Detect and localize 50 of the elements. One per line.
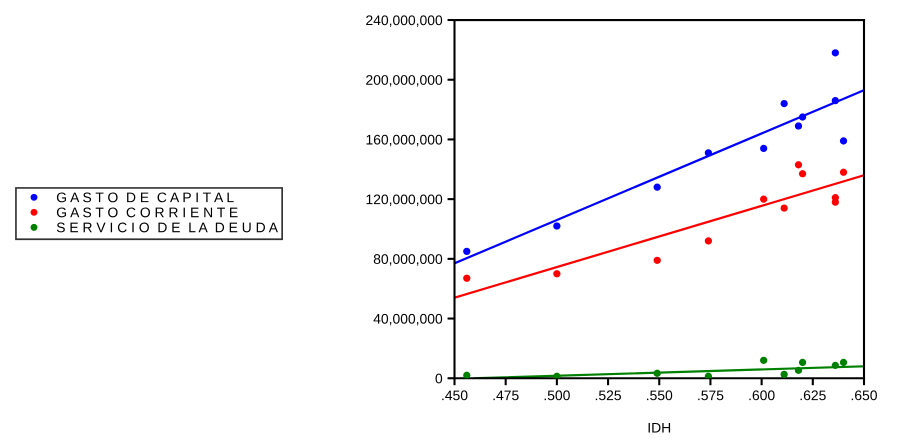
point bbox=[780, 100, 788, 108]
legend-label: S E R V I C I O D E L A D E U D A bbox=[56, 222, 278, 232]
x-tick-label: .450 bbox=[442, 390, 468, 400]
legend-label: G A S T O D E C A P I T A L bbox=[56, 192, 234, 202]
point bbox=[798, 113, 806, 121]
point bbox=[553, 222, 561, 230]
point bbox=[798, 170, 806, 178]
point bbox=[463, 372, 470, 378]
point bbox=[553, 270, 561, 278]
point bbox=[760, 144, 768, 152]
x-tick-label: .550 bbox=[647, 390, 672, 400]
point bbox=[840, 358, 848, 366]
y-tick-label: 120,000,000 bbox=[366, 194, 442, 206]
y-tick-label: 160,000,000 bbox=[366, 134, 442, 146]
point bbox=[654, 370, 661, 377]
point bbox=[654, 256, 661, 264]
point bbox=[704, 237, 712, 245]
y-tick-label: 40,000,000 bbox=[374, 314, 442, 326]
point bbox=[760, 356, 768, 364]
point bbox=[840, 137, 848, 145]
x-tick-label: .625 bbox=[800, 390, 826, 400]
y-tick-label: 80,000,000 bbox=[374, 254, 442, 266]
x-tick-label: .575 bbox=[698, 390, 724, 400]
y-tick-label: 200,000,000 bbox=[366, 75, 442, 87]
point bbox=[832, 49, 839, 57]
legend-label: G A S T O C O R R I E N T E bbox=[56, 207, 238, 218]
point bbox=[463, 274, 470, 282]
point bbox=[794, 161, 802, 168]
point bbox=[840, 168, 848, 176]
point bbox=[832, 96, 839, 104]
point bbox=[654, 184, 661, 191]
point bbox=[704, 372, 712, 378]
x-tick-label: .650 bbox=[852, 390, 877, 400]
x-tick-label: .600 bbox=[749, 390, 775, 400]
point bbox=[780, 370, 788, 378]
y-tick-label: 0 bbox=[436, 374, 442, 384]
point bbox=[463, 248, 470, 256]
point bbox=[794, 122, 802, 130]
point bbox=[704, 149, 712, 157]
x-tick-label: .475 bbox=[493, 390, 519, 400]
point bbox=[760, 195, 768, 203]
point bbox=[553, 372, 561, 378]
x-tick-label: .500 bbox=[544, 390, 570, 400]
point bbox=[780, 204, 788, 212]
point bbox=[794, 366, 802, 374]
y-tick-label: 240,000,000 bbox=[366, 15, 442, 27]
point bbox=[798, 358, 806, 366]
x-tick-label: .525 bbox=[596, 390, 621, 400]
point bbox=[832, 362, 839, 370]
x-axis-title: IDH bbox=[648, 422, 670, 433]
